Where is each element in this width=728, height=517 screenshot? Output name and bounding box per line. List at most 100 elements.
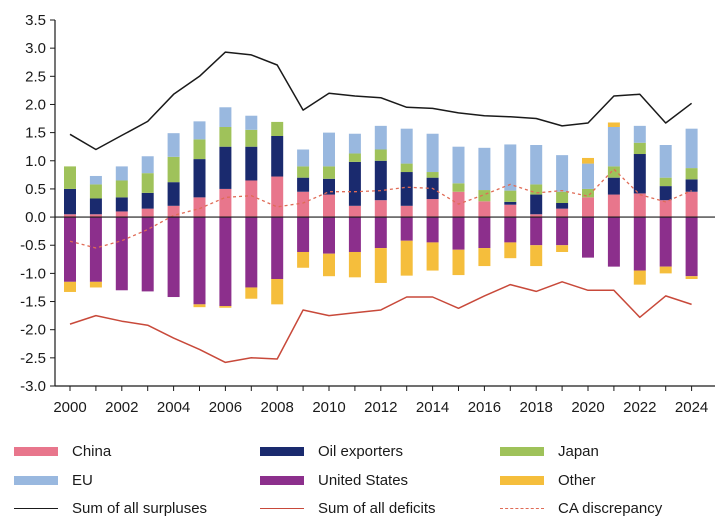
bar-united-states-2017 [504,217,517,243]
bar-united-states-2007 [245,217,258,288]
bar-united-states-2021 [607,217,620,267]
bar-japan-2022 [633,142,646,155]
y-tick-label: 1.5 [25,125,46,142]
bar-other-2010 [323,253,335,277]
bar-japan-2019 [556,191,569,203]
bar-japan-2010 [323,166,335,179]
bar-eu-2016 [478,147,491,191]
bar-eu-2001 [89,175,102,185]
bar-united-states-2019 [556,217,569,246]
bar-japan-2015 [452,183,465,192]
series-lines [69,51,693,364]
x-tick-label: 2000 [53,399,86,416]
x-tick-label: 2020 [571,399,604,416]
bar-china-2012 [374,200,387,218]
y-tick-label: 2.0 [25,96,46,113]
bar-oil-exporters-2000 [64,188,76,215]
bar-eu-2010 [323,132,335,167]
bar-other-2013 [400,240,413,276]
bar-china-2016 [478,201,491,218]
bar-oil-exporters-2022 [633,154,646,194]
bar-united-states-2018 [530,217,543,246]
legend-item-eu: EU [14,472,93,489]
bar-oil-exporters-2008 [271,135,284,177]
legend-swatch-china [14,447,58,456]
bar-eu-2022 [633,125,646,143]
bar-united-states-2013 [400,217,413,241]
bar-other-2009 [297,251,310,268]
legend-swatch-other [500,476,544,485]
bar-china-2023 [659,200,672,218]
y-tick-label: -2.0 [20,322,46,339]
x-tick-label: 2024 [675,399,708,416]
bar-other-2005 [193,304,206,308]
bar-united-states-2011 [348,217,361,252]
x-tick-label: 2014 [416,399,449,416]
legend-item-sum-surpluses: Sum of all surpluses [14,500,207,517]
bar-japan-2024 [685,168,698,180]
bar-china-2019 [556,208,569,218]
y-tick-label: 1.0 [25,153,46,170]
bar-eu-2006 [219,107,232,127]
bar-eu-2018 [530,145,543,185]
bar-japan-2009 [297,166,310,178]
bar-oil-exporters-2006 [219,146,232,189]
x-tick-label: 2018 [520,399,553,416]
bar-japan-2023 [659,177,672,187]
legend-label-sum-deficits: Sum of all deficits [318,500,436,517]
x-tick-label: 2010 [312,399,345,416]
x-tick-label: 2008 [261,399,294,416]
bar-japan-2000 [64,166,76,189]
bar-oil-exporters-2017 [504,201,517,205]
bar-japan-2006 [219,126,232,147]
legend-item-other: Other [500,472,596,489]
bar-china-2009 [297,191,310,218]
bar-japan-2021 [607,166,620,178]
bar-china-2021 [607,194,620,218]
bar-china-2014 [426,199,439,218]
legend-label-japan: Japan [558,443,599,460]
bar-china-2002 [115,211,128,218]
bar-japan-2005 [193,139,206,160]
bar-united-states-2022 [633,217,646,271]
bar-china-2006 [219,188,232,218]
bar-eu-2024 [685,128,698,169]
bar-united-states-2012 [374,217,387,249]
bar-oil-exporters-2013 [400,172,413,206]
bar-other-2008 [271,279,284,305]
bar-other-2018 [530,245,543,267]
bar-japan-2017 [504,190,517,202]
bar-united-states-2016 [478,217,491,249]
bar-eu-2021 [607,126,620,167]
bar-japan-2001 [89,184,102,199]
x-tick-label: 2012 [364,399,397,416]
bar-eu-2014 [426,133,439,173]
bar-china-2011 [348,205,361,218]
bar-japan-2011 [348,153,361,162]
bar-china-2005 [193,197,206,218]
line-sum-of-all-deficits [69,281,692,364]
legend-label-china: China [72,443,112,460]
bar-oil-exporters-2004 [167,182,180,206]
legend-item-china: China [14,443,111,460]
bar-other-2015 [452,249,465,276]
bar-eu-2005 [193,121,206,140]
bar-united-states-2002 [115,217,128,291]
legend-item-japan: Japan [500,443,599,460]
bar-china-2000 [64,214,76,218]
bar-other-2007 [245,287,258,299]
line-sum-of-all-surpluses [69,51,693,151]
bar-other-2019 [556,245,569,252]
chart: 3.5 3.0 2.5 2.0 1.5 1.0 0.5 0.0 -0.5 -1.0 -1.5 -2.0… [20,12,715,416]
bar-eu-2003 [141,156,154,174]
bar-other-2016 [478,248,491,267]
bar-japan-2004 [167,156,180,183]
x-tick-label: 2002 [105,399,138,416]
bar-united-states-2008 [271,217,284,280]
bar-other-2021 [607,122,620,127]
bar-oil-exporters-2003 [141,192,154,209]
x-tick-label: 2016 [468,399,501,416]
bar-eu-2020 [582,163,594,189]
bar-united-states-2004 [167,217,180,298]
bar-other-2000 [64,281,76,292]
